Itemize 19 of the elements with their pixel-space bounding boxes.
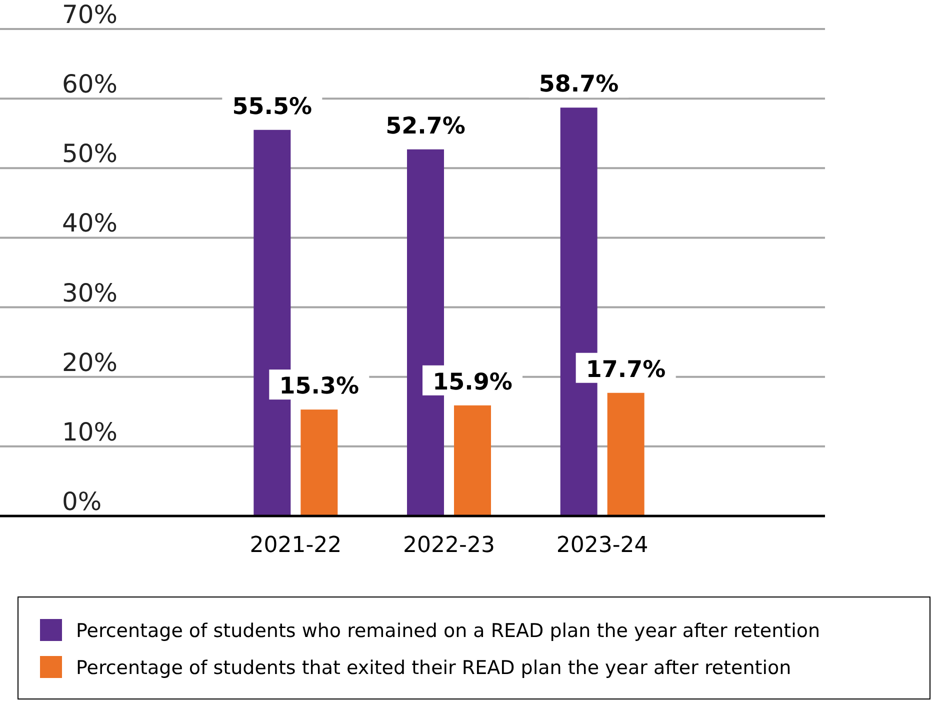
y-tick-label: 40%	[62, 208, 118, 238]
y-tick-label: 50%	[62, 139, 118, 168]
x-tick-label: 2023-24	[556, 533, 648, 558]
x-tick-label: 2021-22	[250, 533, 342, 558]
legend-label: Percentage of students that exited their READ plan the year after retention	[76, 657, 792, 679]
y-tick-label: 30%	[62, 278, 118, 308]
data-label: 17.7%	[586, 356, 666, 383]
y-tick-label: 60%	[62, 70, 118, 99]
data-label: 55.5%	[232, 94, 312, 120]
data-label: 15.3%	[279, 374, 360, 400]
y-tick-label: 70%	[62, 0, 118, 29]
data-label: 58.7%	[538, 72, 619, 98]
legend-label: Percentage of students who remained on a READ plan the year after retention	[76, 620, 820, 642]
y-tick-label: 0%	[62, 487, 102, 516]
data-label: 15.9%	[432, 369, 512, 396]
x-tick-label: 2022-23	[403, 533, 495, 558]
data-label: 52.7%	[386, 113, 466, 140]
y-tick-label: 20%	[62, 348, 118, 377]
y-tick-label: 10%	[62, 417, 118, 446]
